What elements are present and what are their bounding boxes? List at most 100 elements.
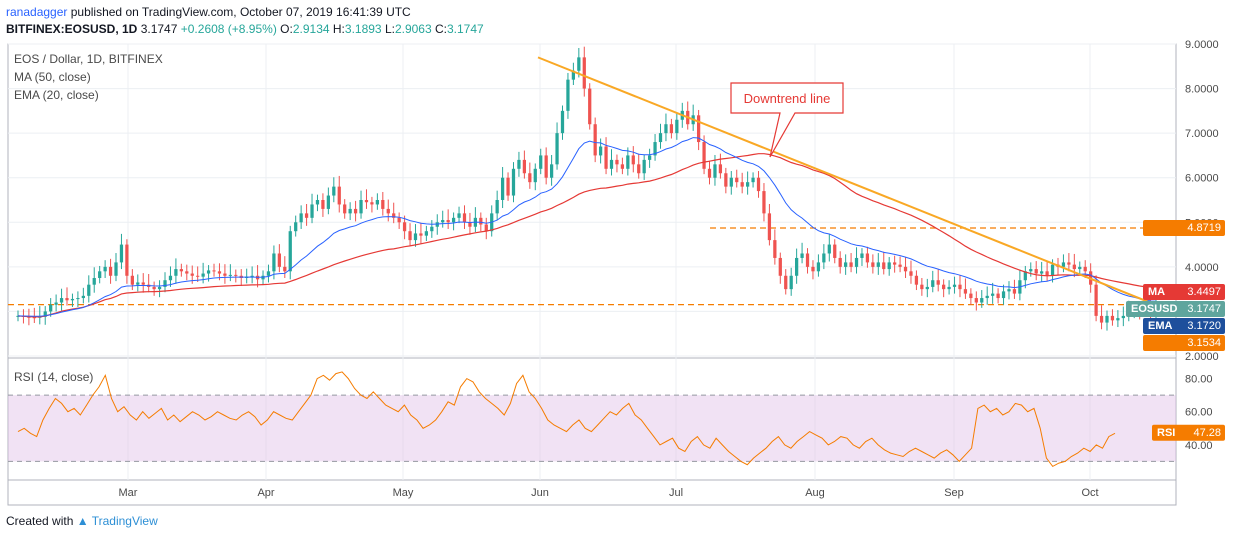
time-tick-label: May: [393, 487, 414, 499]
candle-body: [746, 182, 750, 187]
candle-body: [212, 270, 216, 272]
candle-body: [909, 271, 913, 276]
candle-body: [174, 269, 178, 276]
downtrend-line: [537, 56, 1151, 304]
candle-body: [1078, 266, 1082, 270]
candle-body: [762, 191, 766, 214]
candle-body: [609, 159, 614, 169]
candle-body: [43, 311, 47, 317]
candle-body: [217, 271, 222, 274]
candle-body: [315, 200, 320, 205]
candle-body: [925, 286, 929, 290]
ma-tag-bg: [1143, 284, 1225, 300]
candle-body: [70, 298, 75, 301]
candle-body: [353, 208, 358, 214]
candle-body: [805, 253, 810, 267]
candle-body: [936, 280, 940, 285]
rsi-band: [8, 394, 1176, 462]
time-tick-label: Apr: [257, 487, 274, 499]
brand-name[interactable]: TradingView: [91, 514, 158, 528]
candle-body: [1029, 269, 1033, 272]
candle-body: [675, 119, 679, 134]
candle-body: [310, 204, 314, 218]
rsi-tick-label: 60.00: [1185, 407, 1213, 419]
candle-body: [54, 302, 58, 305]
candle-body: [1110, 315, 1115, 321]
candle-body: [533, 168, 537, 183]
candle-body: [800, 253, 804, 258]
candle-body: [991, 293, 995, 296]
time-tick-label: Sep: [944, 487, 964, 499]
candle-body: [844, 262, 848, 267]
candle-body: [767, 213, 772, 241]
candle-body: [299, 213, 303, 223]
legend-ema: EMA (20, close): [14, 88, 99, 102]
candle-body: [424, 231, 428, 236]
ma-line: [17, 153, 1157, 318]
candle-body: [740, 182, 744, 187]
ema-line: [17, 137, 1157, 317]
change-value: +0.2608 (+8.95%): [180, 22, 277, 36]
candle-body: [838, 257, 842, 267]
candle-body: [201, 273, 205, 277]
author-link[interactable]: ranadagger: [6, 5, 68, 19]
published-text: published on TradingView.com, October 07…: [70, 5, 411, 19]
callout-box: [730, 82, 844, 158]
candle-body: [506, 177, 510, 196]
candle-body: [479, 217, 483, 225]
candle-body: [914, 275, 919, 285]
level-lines: [8, 227, 1176, 306]
legend-ma: MA (50, close): [14, 70, 91, 84]
candle-body: [359, 200, 363, 214]
candle-body: [125, 244, 129, 276]
candle-body: [163, 280, 167, 287]
candle-body: [969, 293, 973, 299]
price-tick-label: 6.0000: [1185, 173, 1219, 185]
candle-body: [141, 282, 145, 285]
candle-body: [555, 133, 559, 165]
candle-body: [784, 275, 788, 290]
candle-body: [348, 208, 352, 214]
candle-body: [773, 240, 777, 258]
candles: [16, 46, 1158, 331]
candle-body: [566, 79, 570, 111]
candle-body: [620, 164, 625, 169]
candle-body: [266, 271, 271, 276]
candle-body: [103, 266, 107, 272]
candle-body: [419, 233, 423, 236]
candle-body: [718, 164, 723, 174]
high-value: 3.1893: [344, 22, 382, 36]
candle-body: [386, 208, 390, 214]
close-value-2: 3.1747: [447, 22, 484, 36]
candle-body: [517, 159, 521, 169]
candle-body: [451, 217, 456, 223]
candle-body: [1116, 318, 1120, 321]
candle-body: [108, 266, 113, 276]
candle-body: [637, 164, 641, 174]
candle-body: [337, 186, 341, 205]
candle-body: [157, 286, 162, 290]
ema-tag-value: 3.1720: [1187, 320, 1221, 332]
candle-body: [435, 222, 439, 227]
candle-body: [549, 164, 554, 178]
open-value: 2.9134: [292, 22, 330, 36]
candle-body: [1023, 271, 1027, 281]
symbol-line: BITFINEX:EOSUSD, 1D 3.1747 +0.2608 (+8.9…: [6, 22, 484, 36]
candle-body: [326, 195, 330, 209]
price-tick-label: 9.0000: [1185, 39, 1219, 51]
candle-body: [65, 298, 69, 301]
candle-body: [642, 159, 646, 174]
candle-body: [196, 275, 200, 277]
candle-body: [539, 155, 543, 169]
candle-body: [795, 257, 799, 276]
candle-body: [114, 262, 118, 276]
candle-body: [528, 173, 532, 183]
price-tick-label: 4.0000: [1185, 262, 1219, 274]
candle-body: [32, 317, 36, 319]
candle-body: [604, 146, 608, 169]
candle-body: [1105, 315, 1109, 323]
candle-body: [343, 204, 347, 214]
candle-body: [849, 262, 853, 267]
candle-body: [577, 57, 581, 71]
